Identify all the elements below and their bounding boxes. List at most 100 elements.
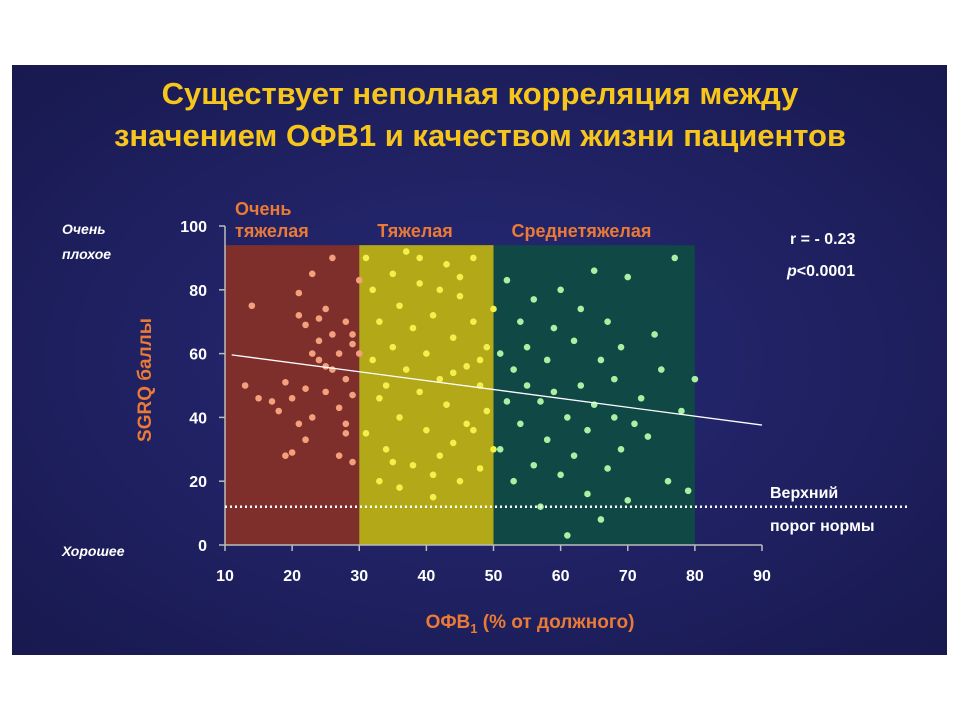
- data-point: [550, 388, 558, 396]
- data-point: [416, 388, 423, 396]
- data-point: [329, 331, 336, 338]
- data-point: [362, 254, 370, 262]
- y-axis-label: SGRQ баллы: [135, 318, 156, 442]
- data-point: [402, 366, 410, 373]
- x-tick-label: 70: [619, 568, 637, 585]
- data-point: [510, 477, 517, 485]
- data-point: [564, 532, 571, 539]
- data-point: [429, 471, 437, 479]
- x-label-part: ОФВ: [426, 612, 471, 633]
- data-point: [577, 305, 585, 313]
- data-point: [335, 404, 343, 412]
- data-point: [517, 420, 524, 428]
- data-point: [517, 318, 524, 326]
- y-tick-label: 20: [189, 474, 207, 491]
- data-point: [288, 394, 296, 402]
- data-point: [463, 420, 470, 428]
- data-point: [436, 286, 444, 294]
- x-tick-label: 80: [686, 568, 704, 585]
- y-tick-label: 0: [198, 538, 207, 555]
- data-point: [302, 385, 309, 392]
- data-point: [644, 433, 652, 440]
- x-tick-label: 50: [485, 568, 503, 585]
- data-point: [483, 343, 491, 351]
- data-point: [423, 426, 430, 434]
- data-point: [570, 452, 578, 459]
- data-point: [617, 446, 625, 453]
- y-tick-label: 100: [180, 219, 207, 236]
- data-point: [335, 452, 343, 459]
- data-point: [342, 318, 350, 326]
- data-point: [503, 276, 511, 284]
- data-point: [449, 334, 457, 341]
- data-point: [684, 487, 692, 495]
- data-point: [436, 375, 444, 383]
- reference-label: Верхний: [770, 485, 838, 502]
- data-point: [308, 270, 316, 278]
- data-point: [322, 305, 329, 313]
- data-point: [429, 493, 437, 501]
- data-point: [664, 477, 672, 485]
- data-point: [557, 286, 564, 294]
- data-point: [349, 391, 356, 399]
- data-point: [496, 446, 504, 453]
- data-point: [624, 273, 632, 281]
- band-label: тяжелая: [235, 221, 309, 241]
- data-point: [329, 254, 336, 262]
- data-point: [637, 394, 645, 402]
- title-line: значением ОФВ1 и качеством жизни пациент…: [114, 118, 846, 153]
- data-point: [611, 375, 618, 383]
- data-point: [523, 382, 531, 389]
- data-point: [443, 401, 450, 408]
- data-point: [288, 449, 296, 456]
- data-point: [604, 465, 611, 472]
- reference-label: порог нормы: [770, 518, 875, 535]
- data-point: [436, 452, 444, 459]
- data-point: [483, 407, 491, 415]
- data-point: [282, 379, 289, 386]
- x-tick-label: 40: [417, 568, 435, 585]
- data-point: [456, 292, 464, 300]
- stat-p-value: <0.0001: [797, 263, 855, 280]
- x-tick-label: 60: [552, 568, 570, 585]
- data-point: [423, 350, 430, 357]
- data-point: [315, 356, 323, 364]
- data-point: [362, 430, 370, 437]
- data-point: [604, 318, 611, 326]
- data-point: [503, 398, 511, 405]
- data-point: [523, 343, 531, 351]
- data-point: [543, 436, 551, 444]
- data-point: [624, 497, 632, 504]
- x-axis-label: ОФВ1 (% от должного): [426, 612, 635, 636]
- data-point: [651, 331, 658, 338]
- data-point: [617, 343, 625, 351]
- data-point: [476, 356, 484, 364]
- data-point: [342, 420, 350, 428]
- stat-r: r = - 0.23: [790, 231, 855, 248]
- data-point: [409, 324, 417, 332]
- x-label-sub: 1: [470, 621, 477, 636]
- data-point: [570, 337, 578, 345]
- data-point: [490, 446, 497, 453]
- data-point: [416, 254, 423, 262]
- data-point: [543, 356, 551, 364]
- stat-p-symbol: p: [786, 263, 797, 280]
- data-point: [302, 436, 309, 444]
- data-point: [443, 260, 450, 268]
- data-point: [295, 289, 303, 297]
- data-point: [396, 414, 403, 421]
- data-point: [409, 461, 417, 469]
- data-point: [470, 318, 477, 326]
- data-point: [429, 312, 437, 319]
- data-point: [308, 414, 316, 421]
- data-point: [691, 375, 699, 383]
- regression-line: [231, 354, 763, 426]
- data-point: [530, 296, 538, 303]
- y-top-note: плохое: [62, 246, 111, 262]
- data-point: [282, 452, 289, 459]
- data-point: [376, 318, 383, 326]
- data-point: [241, 382, 249, 389]
- data-point: [550, 324, 558, 332]
- data-point: [476, 465, 484, 472]
- y-tick-label: 60: [189, 347, 207, 364]
